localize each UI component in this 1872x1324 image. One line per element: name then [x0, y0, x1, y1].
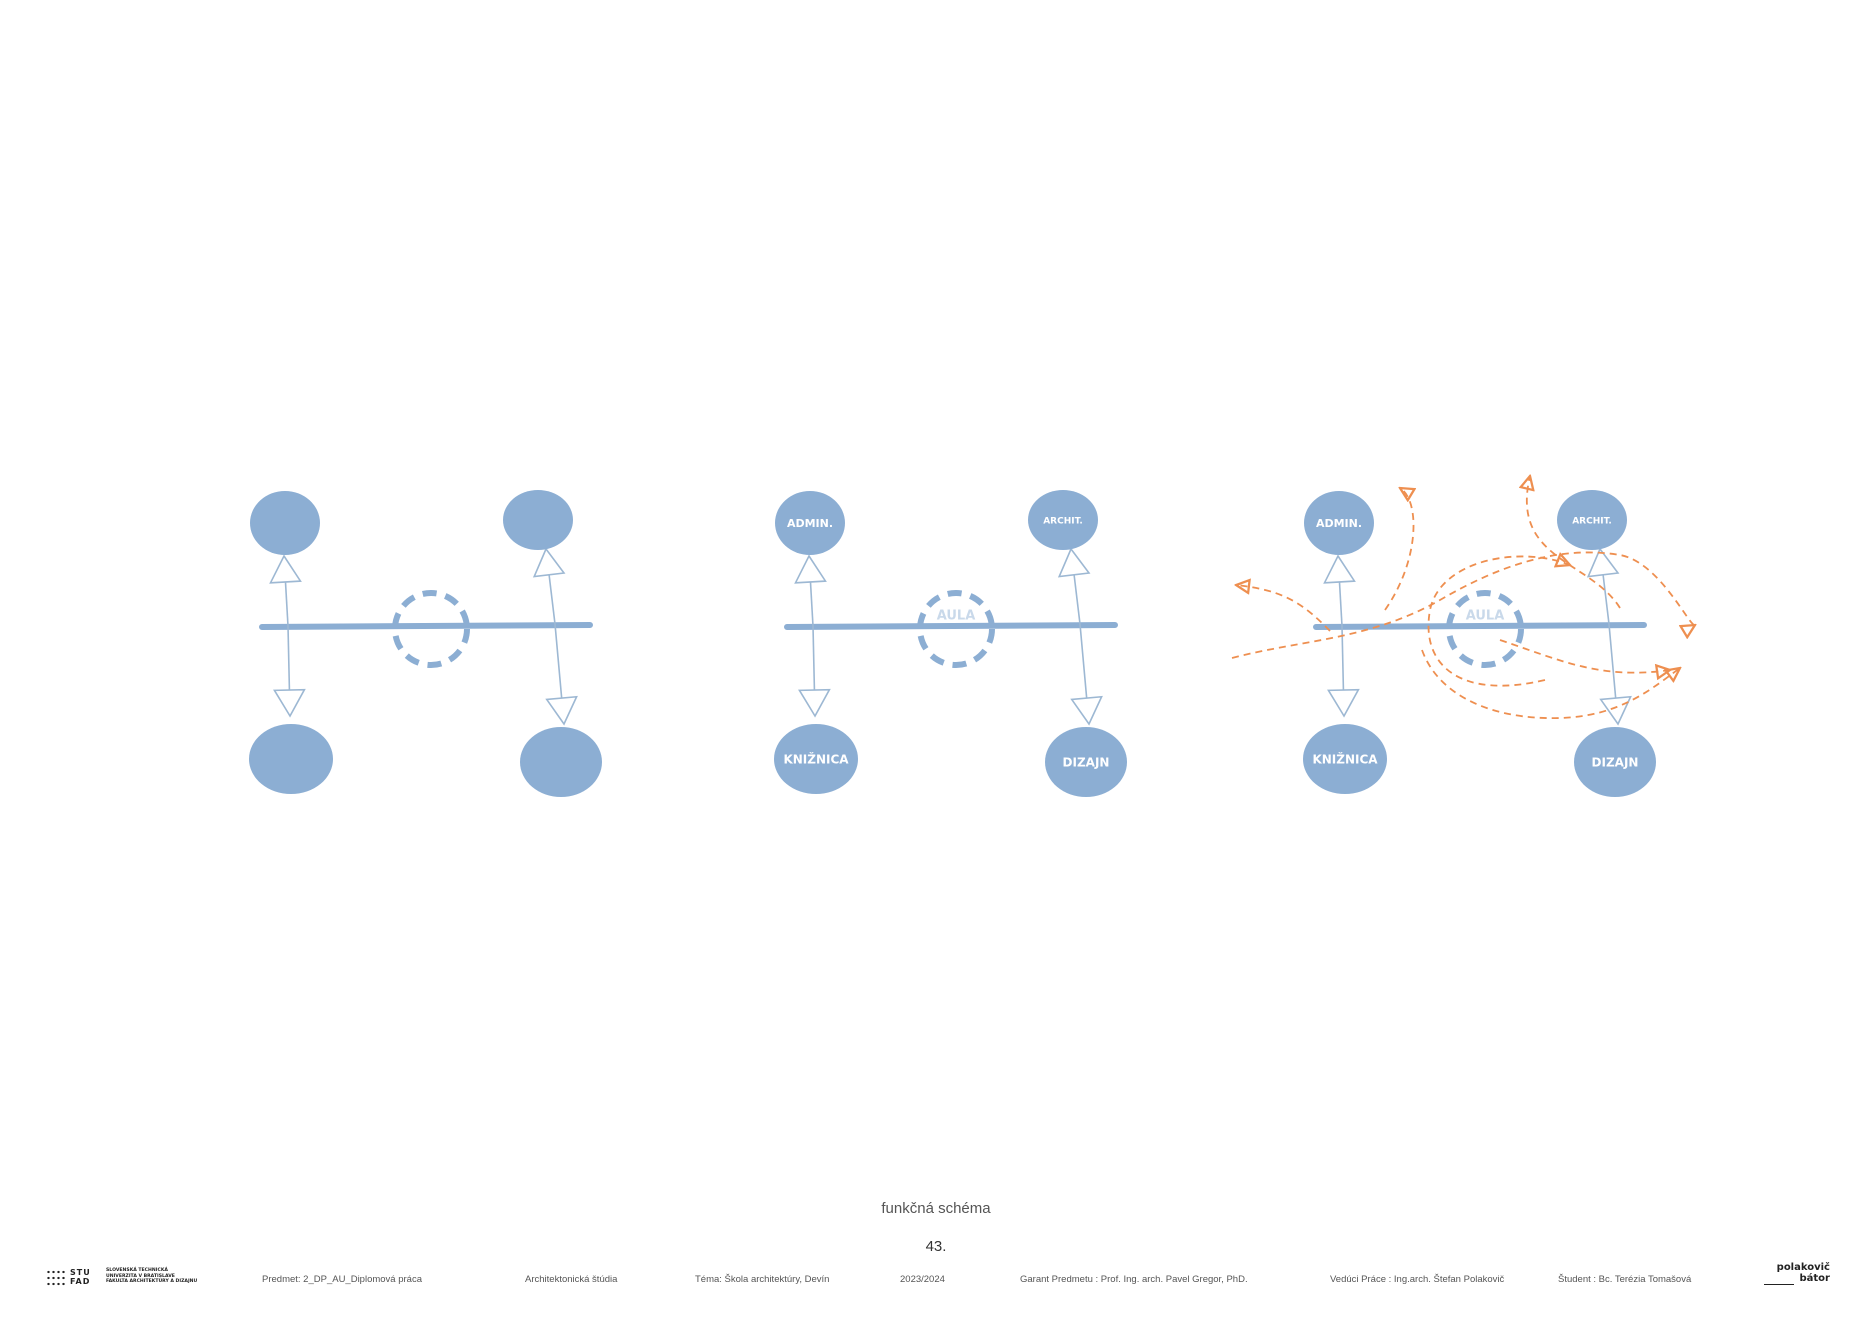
stu-fad-logo: STU FAD SLOVENSKÁ TECHNICKÁ UNIVERZITA V…: [46, 1266, 198, 1290]
stu-dots-icon: [46, 1269, 66, 1287]
corridor-spine: [784, 622, 1118, 630]
logo-pb-top: polakovič: [1776, 1262, 1830, 1273]
node-top-right: [1557, 490, 1627, 550]
arrow-up-left-shaft: [809, 581, 814, 627]
node-label-top-left: ADMIN.: [787, 517, 833, 530]
footer-supervisor: Vedúci Práce : Ing.arch. Štefan Polakovi…: [1330, 1274, 1505, 1285]
flow-arrow-7: [1499, 639, 1670, 673]
footer-theme: Téma: Škola architektúry, Devín: [695, 1274, 830, 1285]
footer-subject: Predmet: 2_DP_AU_Diplomová práca: [262, 1274, 422, 1285]
flow-arrow-6: [1421, 649, 1680, 719]
arrow-down-right-shaft: [554, 623, 563, 699]
node-top-right: [1028, 490, 1098, 550]
node-label-bottom-right: DIZAJN: [1063, 756, 1110, 770]
arrow-up-right-head: [532, 547, 566, 578]
arrow-down-right-shaft: [1079, 623, 1088, 699]
footer-guarantor: Garant Predmetu : Prof. Ing. arch. Pavel…: [1020, 1274, 1248, 1285]
arrow-down-left-head: [798, 688, 831, 718]
node-label-top-right: ARCHIT.: [1572, 517, 1612, 527]
footer-year: 2023/2024: [900, 1274, 945, 1285]
arrow-down-right-head: [1070, 695, 1103, 726]
panel-2: AULA ADMIN. ARCHIT. KNIŽNICA DIZAJN: [774, 490, 1127, 797]
arrow-down-right-shaft: [1608, 623, 1617, 699]
aula-circle: [917, 590, 995, 668]
arrow-up-right-head: [1586, 547, 1620, 578]
university-name: SLOVENSKÁ TECHNICKÁ UNIVERZITA V BRATISL…: [106, 1268, 198, 1285]
node-label-top-left: ADMIN.: [1316, 517, 1362, 530]
footer: STU FAD SLOVENSKÁ TECHNICKÁ UNIVERZITA V…: [0, 1258, 1872, 1298]
arrow-down-left-shaft: [812, 625, 816, 691]
arrow-up-left-head: [1323, 554, 1356, 584]
arrow-down-right-head: [545, 695, 578, 726]
node-label-top-right: ARCHIT.: [1043, 517, 1083, 527]
diagram-caption: funkčná schéma: [881, 1200, 991, 1217]
arrow-up-right-shaft: [1602, 574, 1610, 625]
node-top-left: [1304, 491, 1374, 555]
stu-fad-wordmark: STU FAD: [70, 1268, 91, 1286]
aula-label: AULA: [937, 609, 976, 624]
node-label-bottom-left: KNIŽNICA: [783, 752, 849, 767]
arrow-down-left-head: [1327, 688, 1360, 718]
corridor-spine: [1313, 622, 1647, 630]
aula-circle: [1446, 590, 1524, 668]
logo-pb-bottom: bátor: [1799, 1273, 1831, 1284]
footer-type: Architektonická štúdia: [525, 1274, 618, 1285]
aula-label: AULA: [1466, 609, 1505, 624]
arrow-up-left-head: [794, 554, 827, 584]
corridor-spine: [259, 622, 593, 630]
flow-arrow-1: [1231, 551, 1695, 659]
aula-circle: [392, 590, 470, 668]
arrow-up-left-head: [269, 554, 302, 584]
node-label-bottom-right: DIZAJN: [1592, 756, 1639, 770]
flow-arrow-2: [1384, 488, 1414, 611]
node-top-right: [503, 490, 573, 550]
arrow-up-right-shaft: [548, 574, 556, 625]
panel-1: [249, 490, 602, 797]
node-bottom-left: [774, 724, 858, 794]
node-label-bottom-left: KNIŽNICA: [1312, 752, 1378, 767]
page-number: 43.: [925, 1238, 947, 1255]
footer-student: Študent : Bc. Terézia Tomašová: [1558, 1274, 1692, 1285]
panel-3: AULA ADMIN. ARCHIT. KNIŽNICA DIZAJN: [1231, 476, 1695, 797]
arrow-up-left-shaft: [1338, 581, 1343, 627]
node-top-left: [250, 491, 320, 555]
flow-arrow-4: [1236, 585, 1331, 632]
arrow-up-right-shaft: [1073, 574, 1081, 625]
node-bottom-left: [249, 724, 333, 794]
flow-arrow-5: [1427, 556, 1570, 687]
node-bottom-right: [520, 727, 602, 797]
node-top-left: [775, 491, 845, 555]
node-bottom-right: [1045, 727, 1127, 797]
node-bottom-right: [1574, 727, 1656, 797]
node-bottom-left: [1303, 724, 1387, 794]
flow-arrow-3: [1527, 476, 1621, 609]
arrow-down-left-shaft: [287, 625, 291, 691]
polakovic-bator-logo: polakovič bátor: [1764, 1262, 1830, 1292]
arrow-up-left-shaft: [284, 581, 289, 627]
arrow-down-left-shaft: [1341, 625, 1345, 691]
arrow-up-right-head: [1057, 547, 1091, 578]
arrow-down-left-head: [273, 688, 306, 718]
